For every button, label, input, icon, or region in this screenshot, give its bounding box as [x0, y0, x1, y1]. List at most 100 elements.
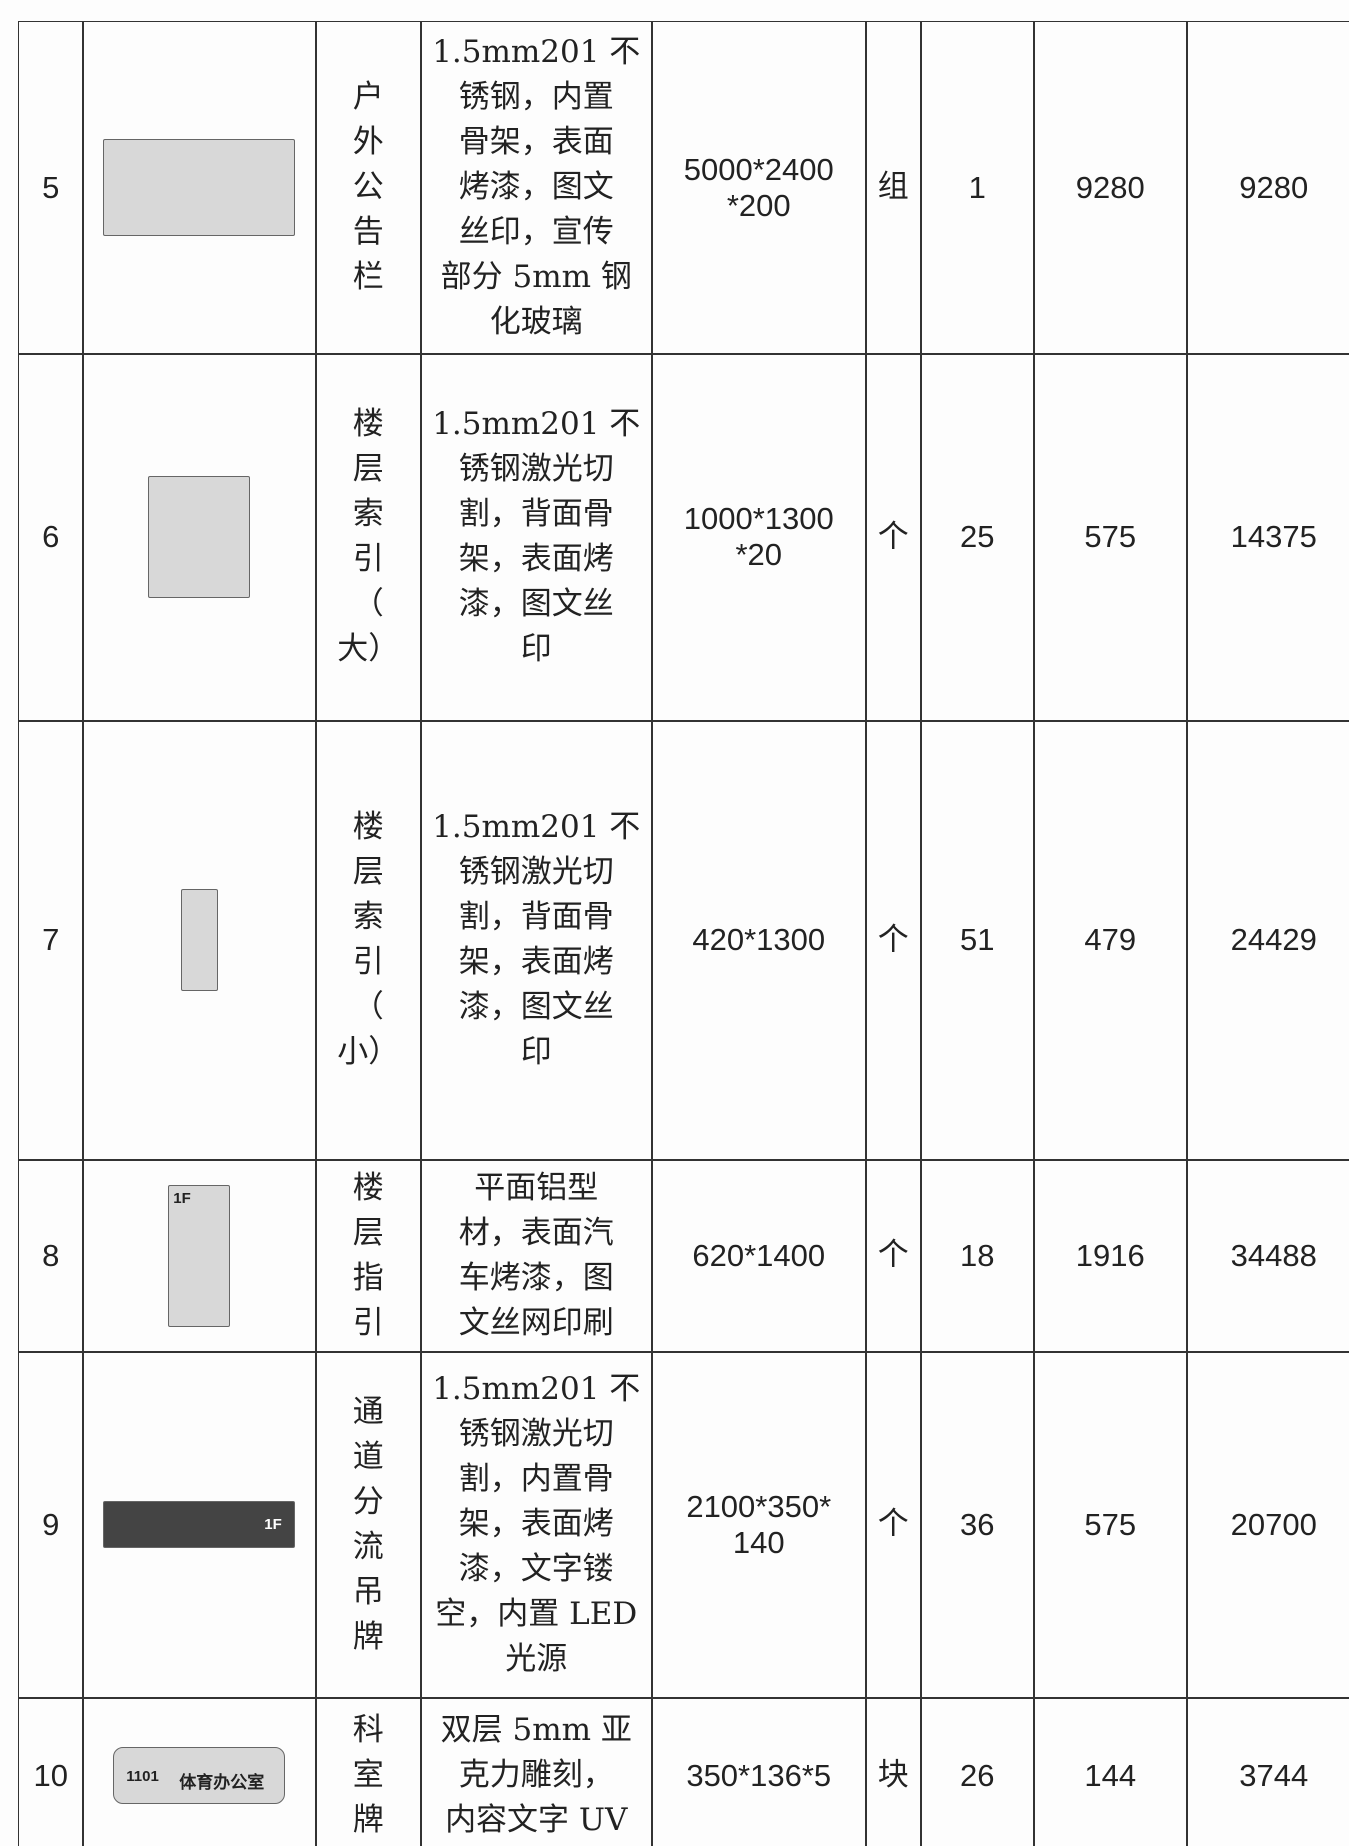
row-number: 8	[42, 1237, 60, 1273]
desc-line: 平面铝型	[474, 1169, 599, 1206]
name-char: 室	[352, 1757, 384, 1794]
qty-cell: 51	[920, 720, 1035, 1161]
spec-cell: 420*1300	[651, 720, 867, 1161]
unit-cell: 组	[865, 21, 922, 355]
desc-line: 车烤漆，图	[458, 1259, 614, 1296]
price-cell: 9280	[1033, 21, 1188, 355]
name-cell: 户外公告栏	[315, 21, 422, 355]
name-cell: 楼层指引	[315, 1159, 422, 1353]
desc-line: 骨架，表面	[458, 124, 614, 161]
desc-line: 内容文字 UV	[445, 1802, 628, 1839]
image-cell: 1101 体育办公室	[82, 1697, 317, 1846]
unit-cell: 个	[865, 720, 922, 1161]
product-image: 1F	[168, 1184, 231, 1327]
desc-line: 1.5mm201 不	[432, 809, 641, 846]
unit-cell: 个	[865, 1159, 922, 1353]
name-char: 科	[352, 1712, 384, 1749]
desc-cell: 平面铝型材，表面汽车烤漆，图文丝网印刷	[420, 1159, 653, 1353]
desc-line: 锈钢激光切	[458, 1416, 614, 1453]
row-number: 9	[42, 1506, 60, 1542]
row-number: 7	[42, 922, 60, 958]
name-cell: 楼层索引 （ 大）	[315, 353, 422, 722]
spec-cell: 350*136*5	[651, 1697, 867, 1846]
number-cell: 9	[18, 1351, 84, 1699]
desc-line: 架，表面烤	[458, 944, 614, 981]
number-cell: 8	[18, 1159, 84, 1353]
unit-cell: 块	[865, 1697, 922, 1846]
spec-cell: 620*1400	[651, 1159, 867, 1353]
desc-line: 烤漆，图文	[458, 169, 614, 206]
image-cell: 1F	[82, 1351, 317, 1699]
image-text: 1F	[264, 1516, 282, 1534]
desc-line: 文丝网印刷	[458, 1304, 614, 1341]
total: 20700	[1230, 1506, 1317, 1542]
unit: 组	[877, 169, 909, 206]
desc-line: 印	[520, 1034, 552, 1071]
row-number: 5	[42, 169, 60, 205]
name-char: 牌	[352, 1618, 384, 1655]
desc-line: 双层 5mm 亚	[440, 1712, 632, 1749]
image-text: 1F	[173, 1189, 191, 1207]
unit-price: 144	[1084, 1757, 1137, 1793]
image-cell	[82, 21, 317, 355]
spec-line: 420*1300	[692, 922, 826, 958]
name-char: 栏	[352, 259, 384, 296]
product-image	[180, 889, 218, 992]
desc-line: 割，内置骨	[458, 1461, 614, 1498]
desc-line: 锈钢，内置	[458, 79, 614, 116]
unit-price: 575	[1084, 519, 1137, 555]
desc-line: 材，表面汽	[458, 1214, 614, 1251]
name-char: 流	[352, 1528, 384, 1565]
unit: 块	[877, 1757, 909, 1794]
name-char: 牌	[352, 1802, 384, 1839]
qty-cell: 26	[920, 1697, 1035, 1846]
name-char: 道	[352, 1438, 384, 1475]
price-cell: 144	[1033, 1697, 1188, 1846]
name-char: （	[352, 989, 384, 1026]
total-cell: 14375	[1186, 353, 1349, 722]
desc-line: 丝印，宣传	[458, 214, 614, 251]
product-image	[103, 139, 296, 237]
total: 14375	[1230, 519, 1317, 555]
desc-line: 架，表面烤	[458, 1506, 614, 1543]
quantity: 18	[960, 1237, 995, 1273]
quantity: 1	[968, 169, 986, 205]
desc-line: 印	[520, 631, 552, 668]
total: 24429	[1230, 922, 1317, 958]
price-cell: 575	[1033, 1351, 1188, 1699]
total-cell: 9280	[1186, 21, 1349, 355]
number-cell: 7	[18, 720, 84, 1161]
name-char: 索	[352, 899, 384, 936]
spec-line: *20	[735, 537, 783, 573]
desc-line: 锈钢激光切	[458, 451, 614, 488]
spec-line: 620*1400	[692, 1237, 826, 1273]
name-char: 引	[352, 1304, 384, 1341]
desc-cell: 1.5mm201 不锈钢激光切 割，背面骨 架，表面烤 漆，图文丝印	[420, 353, 653, 722]
total: 3744	[1239, 1757, 1309, 1793]
name-cell: 楼层索引 （ 小）	[315, 720, 422, 1161]
row-number: 6	[42, 519, 60, 555]
desc-line: 割，背面骨	[458, 496, 614, 533]
desc-cell: 1.5mm201 不锈钢，内置 骨架，表面 烤漆，图文 丝印，宣传 部分 5mm 钢化玻…	[420, 21, 653, 355]
unit-cell: 个	[865, 1351, 922, 1699]
qty-cell: 18	[920, 1159, 1035, 1353]
unit-price: 1916	[1075, 1237, 1145, 1273]
spec-line: 5000*2400	[683, 151, 834, 187]
name-char: 层	[352, 1214, 384, 1251]
total-cell: 3744	[1186, 1697, 1349, 1846]
price-cell: 575	[1033, 353, 1188, 722]
name-char: 公	[352, 169, 384, 206]
desc-line: 光源	[505, 1641, 568, 1678]
name-char: 层	[352, 451, 384, 488]
qty-cell: 25	[920, 353, 1035, 722]
spec-line: 1000*1300	[683, 501, 834, 537]
spec-line: 140	[732, 1524, 785, 1560]
name-char: 告	[352, 214, 384, 251]
desc-line: 克力雕刻，	[458, 1757, 614, 1794]
number-cell: 10	[18, 1697, 84, 1846]
image-cell: 1F	[82, 1159, 317, 1353]
name-char: 通	[352, 1393, 384, 1430]
name-char: 吊	[352, 1573, 384, 1610]
name-cell: 科室牌	[315, 1697, 422, 1846]
